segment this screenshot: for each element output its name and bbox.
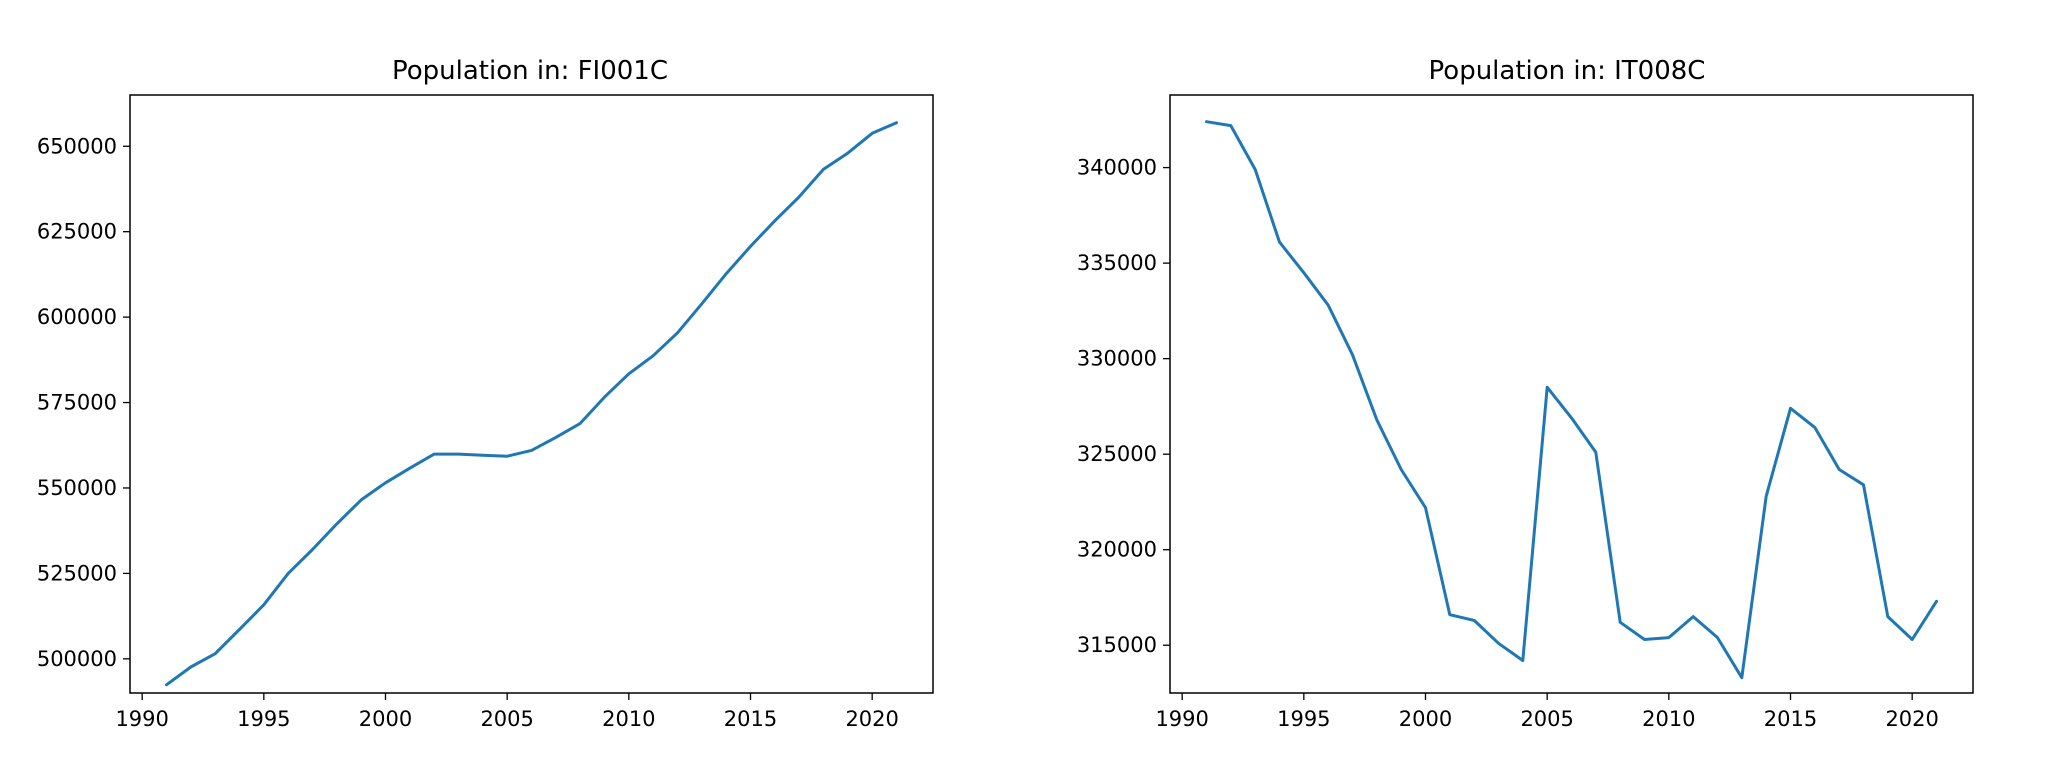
x-tick-label: 2005 bbox=[1520, 707, 1573, 731]
x-tick-label: 2010 bbox=[602, 707, 655, 731]
x-tick-label: 1990 bbox=[1155, 707, 1208, 731]
x-tick-label: 2005 bbox=[480, 707, 533, 731]
chart-title: Population in: FI001C bbox=[392, 56, 668, 86]
y-tick-label: 330000 bbox=[1077, 347, 1157, 371]
x-tick-label: 2020 bbox=[845, 707, 898, 731]
x-tick-label: 1995 bbox=[237, 707, 290, 731]
series-line bbox=[165, 121, 898, 687]
x-tick-label: 2020 bbox=[1885, 707, 1938, 731]
x-tick-label: 1990 bbox=[115, 707, 168, 731]
y-tick-label: 500000 bbox=[37, 647, 117, 671]
x-tick-label: 2000 bbox=[359, 707, 412, 731]
y-tick-label: 315000 bbox=[1077, 633, 1157, 657]
y-tick-label: 340000 bbox=[1077, 156, 1157, 180]
y-tick-label: 320000 bbox=[1077, 538, 1157, 562]
y-tick-label: 325000 bbox=[1077, 442, 1157, 466]
x-tick-label: 2000 bbox=[1399, 707, 1452, 731]
x-tick-label: 2010 bbox=[1642, 707, 1695, 731]
chart-it008c: Population in: IT008C 1990 1995 2000 2005 20… bbox=[1077, 56, 1974, 731]
y-tick-label: 600000 bbox=[37, 305, 117, 329]
y-tick-label: 575000 bbox=[37, 391, 117, 415]
x-tick-label: 2015 bbox=[1764, 707, 1817, 731]
chart-title: Population in: IT008C bbox=[1429, 56, 1706, 86]
series-line bbox=[1205, 120, 1938, 680]
x-tick-label: 2015 bbox=[724, 707, 777, 731]
y-tick-label: 550000 bbox=[37, 476, 117, 500]
chart-fi001c: Population in: FI001C 1990 1995 2000 2005 20… bbox=[37, 56, 934, 731]
y-tick-label: 525000 bbox=[37, 561, 117, 585]
y-tick-label: 625000 bbox=[37, 220, 117, 244]
axes-frame bbox=[129, 94, 934, 694]
x-tick-label: 1995 bbox=[1277, 707, 1330, 731]
y-tick-label: 335000 bbox=[1077, 251, 1157, 275]
axes-frame bbox=[1169, 94, 1974, 694]
y-tick-label: 650000 bbox=[37, 134, 117, 158]
